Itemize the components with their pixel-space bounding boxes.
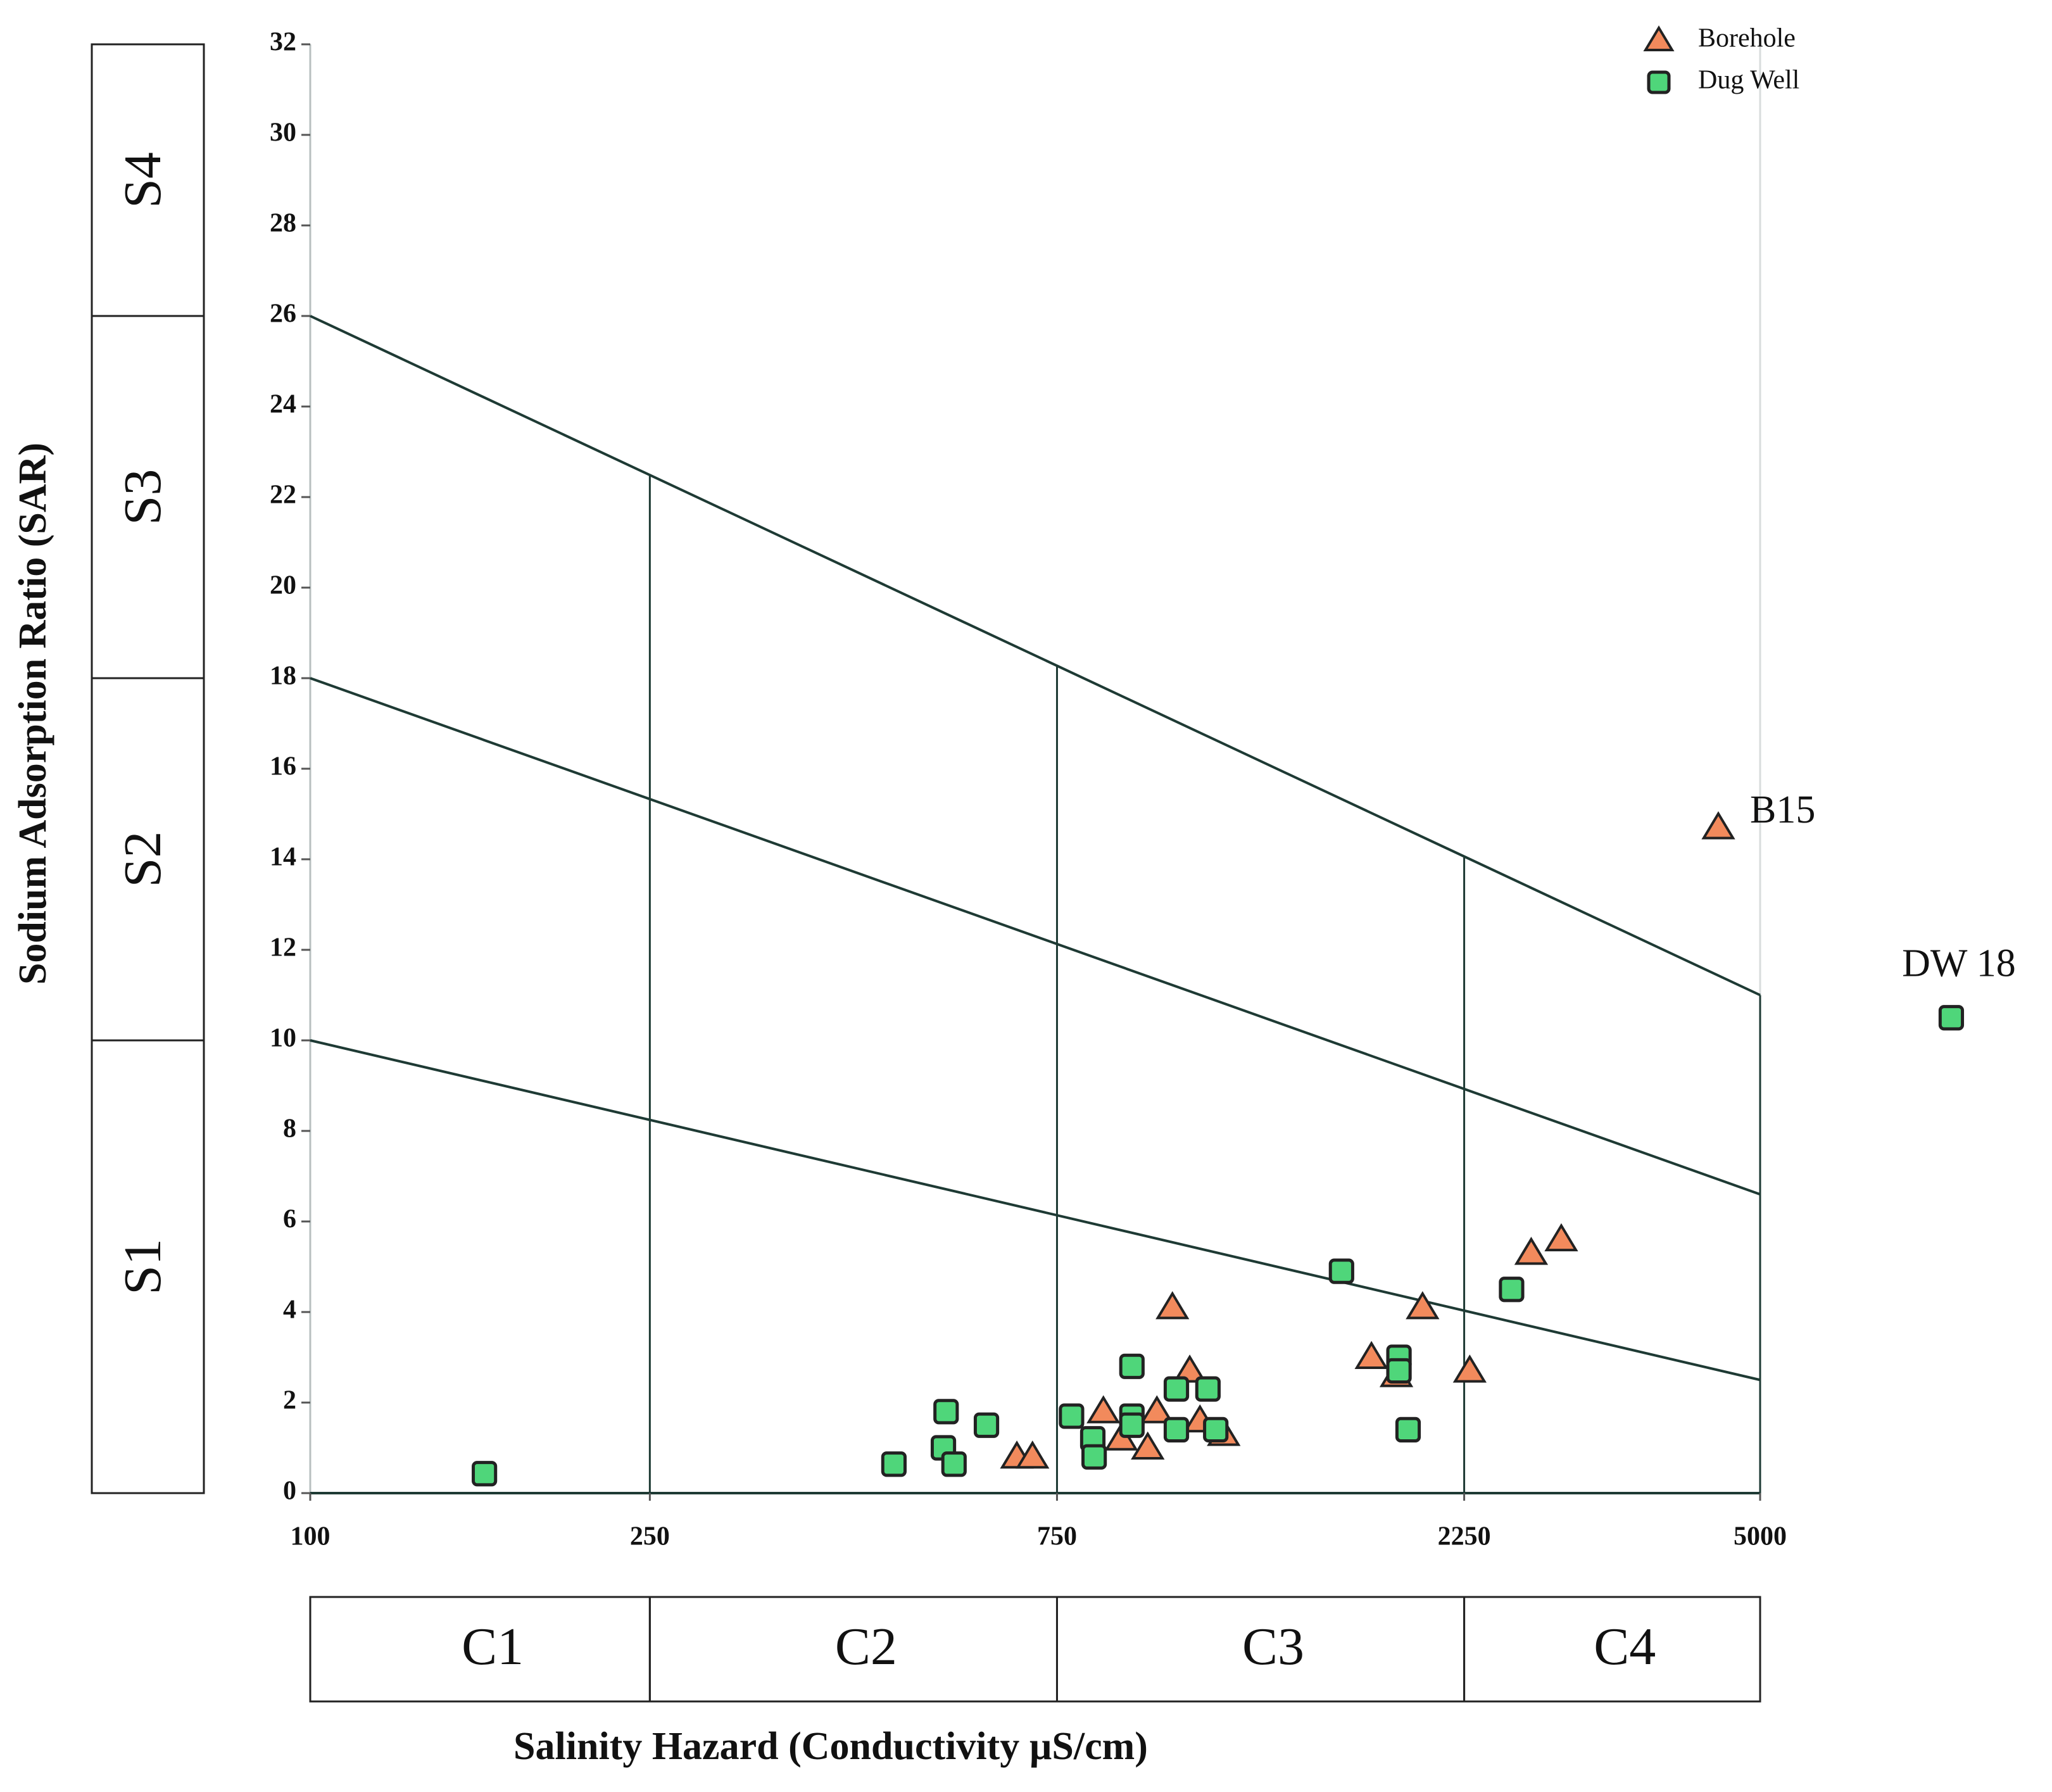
y-tick-label: 16 <box>270 752 296 781</box>
legend-marker <box>1643 25 1675 51</box>
y-tick-label: 10 <box>270 1024 296 1053</box>
boundary-line <box>310 1039 1761 1382</box>
y-axis-label: Sodium Adsorption Ratio (SAR) <box>11 443 54 985</box>
s-class-label: S2 <box>113 831 172 888</box>
x-tick-label: 2250 <box>1438 1522 1491 1551</box>
c-class-box <box>1463 1596 1761 1703</box>
triangle-point <box>1155 1290 1190 1320</box>
point-annotation: DW 18 <box>1902 942 2016 985</box>
y-tick-label: 24 <box>270 390 296 419</box>
triangle-point <box>1544 1223 1578 1252</box>
square-point <box>1059 1403 1085 1429</box>
s-class-label: S3 <box>113 469 172 526</box>
x-tick-label: 5000 <box>1734 1522 1787 1551</box>
y-tick-label: 12 <box>270 933 296 962</box>
triangle-point <box>1173 1354 1207 1383</box>
square-point <box>881 1451 907 1477</box>
y-tick-label: 14 <box>270 843 296 872</box>
square-point <box>1386 1358 1412 1384</box>
y-tick-label: 0 <box>283 1477 296 1506</box>
triangle-point <box>1016 1440 1050 1469</box>
triangle-point <box>1452 1354 1487 1383</box>
y-tick-label: 32 <box>270 28 296 57</box>
s-class-label: S4 <box>113 152 172 208</box>
y-tick-label: 4 <box>283 1296 296 1325</box>
y-tick-label: 8 <box>283 1114 296 1144</box>
x-tick-label: 250 <box>630 1522 670 1551</box>
c-class-label: C2 <box>835 1617 897 1676</box>
s-class-box <box>91 43 205 317</box>
square-point <box>1938 1005 1965 1031</box>
square-point <box>1499 1277 1525 1303</box>
y-tick-label: 18 <box>270 662 296 691</box>
square-point <box>941 1451 967 1477</box>
x-axis-label: Salinity Hazard (Conductivity µS/cm) <box>513 1725 1148 1768</box>
square-point <box>933 1399 959 1425</box>
y-tick-label: 6 <box>283 1205 296 1234</box>
triangle-point <box>1086 1395 1121 1423</box>
square-point <box>1081 1444 1107 1470</box>
square-point <box>1203 1417 1229 1443</box>
legend-marker <box>1647 70 1671 94</box>
c-class-label: C1 <box>462 1617 524 1676</box>
square-point <box>1119 1412 1145 1438</box>
triangle-point <box>1354 1341 1388 1369</box>
square-point <box>1328 1258 1354 1284</box>
square-point <box>472 1461 498 1487</box>
s-class-label: S1 <box>113 1239 172 1295</box>
y-tick-label: 28 <box>270 209 296 238</box>
triangle-point <box>1514 1237 1549 1265</box>
square-point <box>1195 1376 1221 1402</box>
y-tick-label: 2 <box>283 1386 296 1415</box>
square-point <box>1163 1376 1190 1402</box>
legend-label: Dug Well <box>1698 66 1799 95</box>
boundary-line <box>310 315 1761 997</box>
triangle-point <box>1406 1290 1440 1320</box>
square-point <box>1119 1353 1145 1379</box>
square-point <box>1395 1417 1421 1443</box>
square-point <box>973 1412 1000 1438</box>
boundary-line <box>310 677 1761 1196</box>
y-tick-label: 26 <box>270 300 296 329</box>
legend-label: Borehole <box>1698 24 1796 53</box>
point-annotation: B15 <box>1750 788 1815 831</box>
x-tick-label: 100 <box>291 1522 330 1551</box>
triangle-point <box>1701 811 1735 840</box>
triangle-point <box>1131 1431 1165 1460</box>
y-tick-label: 30 <box>270 118 296 148</box>
x-tick-label: 750 <box>1037 1522 1077 1551</box>
triangle-point <box>1140 1395 1174 1423</box>
c-class-label: C3 <box>1242 1617 1304 1676</box>
square-point <box>1163 1417 1190 1443</box>
c-class-label: C4 <box>1594 1617 1656 1676</box>
y-tick-label: 20 <box>270 571 296 600</box>
y-tick-label: 22 <box>270 481 296 510</box>
